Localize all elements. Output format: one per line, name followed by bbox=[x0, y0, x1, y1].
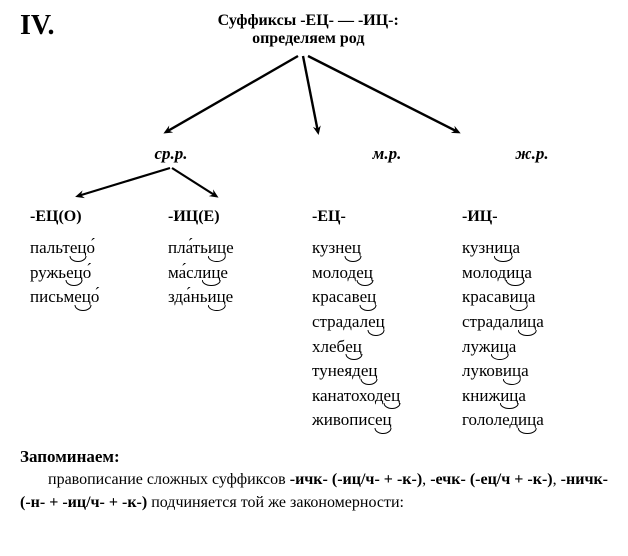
word: молодица bbox=[462, 261, 602, 286]
word: канатоходец bbox=[312, 384, 462, 409]
word: красавец bbox=[312, 285, 462, 310]
remember-title: Запоминаем: bbox=[20, 447, 608, 467]
word: тунеядец bbox=[312, 359, 462, 384]
word: гололедица bbox=[462, 408, 602, 433]
gender-col-masc: м.р. bbox=[312, 144, 462, 204]
main-arrows bbox=[88, 50, 528, 140]
column-1: -ЕЦ(О) пальтецо́ ружьецо́ письмецо́ bbox=[30, 202, 168, 433]
remember-body: правописание сложных суффиксов -ичк- (-и… bbox=[20, 469, 608, 514]
title-line-2: определяем род bbox=[69, 30, 548, 48]
word: зда́ньице bbox=[168, 285, 312, 310]
column-3: -ЕЦ- кузнец молодец красавец страдалец х… bbox=[312, 202, 462, 433]
remember-s1: -ичк- (-иц/ч- + -к-) bbox=[290, 471, 422, 488]
spacer bbox=[168, 144, 312, 166]
spacer bbox=[312, 168, 462, 204]
word: ружьецо́ bbox=[30, 261, 168, 286]
word: ма́слице bbox=[168, 261, 312, 286]
suffix-col1: -ЕЦ(О) bbox=[30, 208, 168, 226]
suffix-col4: -ИЦ- bbox=[462, 208, 602, 226]
word: живописец bbox=[312, 408, 462, 433]
gender-row: ср.р. м.р. ж.р. bbox=[20, 144, 608, 204]
header-row: IV. Суффиксы -ЕЦ- — -ИЦ-: определяем род bbox=[20, 12, 608, 140]
word: страдалец bbox=[312, 310, 462, 335]
gender-masc: м.р. bbox=[312, 144, 462, 166]
word: красавица bbox=[462, 285, 602, 310]
remember-p4: подчиняется той же закономерности: bbox=[147, 494, 404, 511]
spacer bbox=[462, 168, 602, 204]
column-4: -ИЦ- кузница молодица красавица страдали… bbox=[462, 202, 602, 433]
word: кузница bbox=[462, 236, 602, 261]
title-block: Суффиксы -ЕЦ- — -ИЦ-: определяем род bbox=[69, 12, 548, 140]
spacer bbox=[168, 168, 312, 204]
section-number: IV. bbox=[20, 12, 55, 40]
suffix-col2: -ИЦ(Е) bbox=[168, 208, 312, 226]
gender-fem: ж.р. bbox=[462, 144, 602, 166]
gender-col-neuter-left: ср.р. bbox=[30, 144, 168, 204]
word: молодец bbox=[312, 261, 462, 286]
column-2: -ИЦ(Е) пла́тьице ма́слице зда́ньице bbox=[168, 202, 312, 433]
title-line-1: Суффиксы -ЕЦ- — -ИЦ-: bbox=[69, 12, 548, 30]
word: страдалица bbox=[462, 310, 602, 335]
word-columns: -ЕЦ(О) пальтецо́ ружьецо́ письмецо́ -ИЦ(… bbox=[20, 202, 608, 433]
word: письмецо́ bbox=[30, 285, 168, 310]
remember-block: Запоминаем: правописание сложных суффикс… bbox=[20, 447, 608, 514]
gender-col-fem: ж.р. bbox=[462, 144, 602, 204]
remember-p1: правописание сложных суффиксов bbox=[48, 471, 290, 488]
word: хлебец bbox=[312, 335, 462, 360]
gender-col-neuter-right bbox=[168, 144, 312, 204]
word: лужица bbox=[462, 335, 602, 360]
word: кузнец bbox=[312, 236, 462, 261]
word: пла́тьице bbox=[168, 236, 312, 261]
remember-p2: , bbox=[422, 471, 430, 488]
word: луковица bbox=[462, 359, 602, 384]
remember-s2: -ечк- (-ец/ч + -к-) bbox=[430, 471, 552, 488]
word: пальтецо́ bbox=[30, 236, 168, 261]
word: книжица bbox=[462, 384, 602, 409]
suffix-col3: -ЕЦ- bbox=[312, 208, 462, 226]
remember-p3: , bbox=[553, 471, 561, 488]
